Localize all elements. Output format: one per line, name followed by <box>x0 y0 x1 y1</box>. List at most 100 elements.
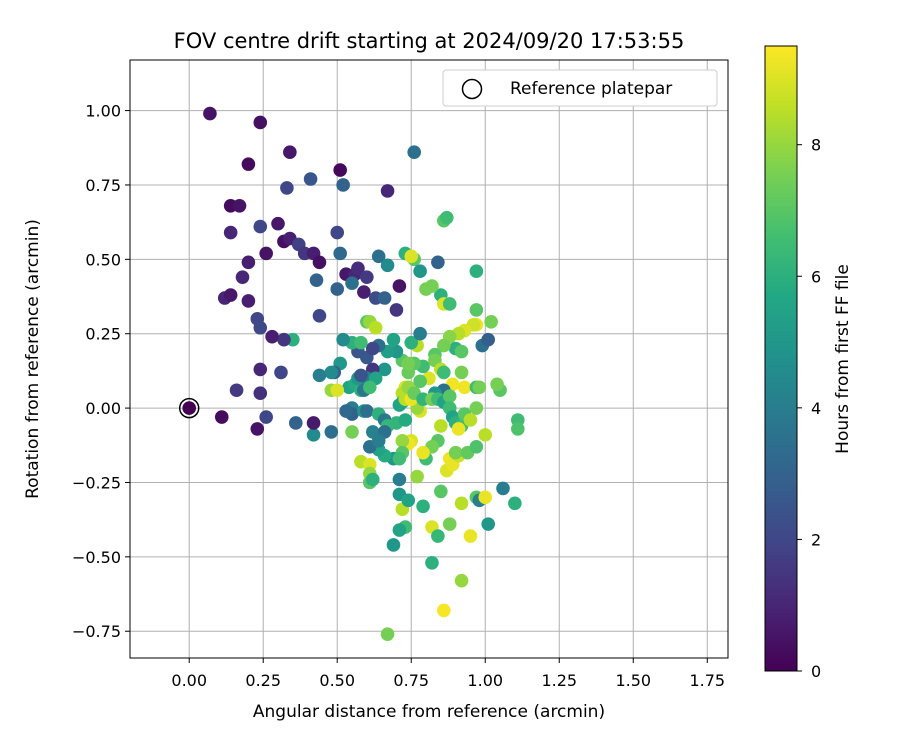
x-axis-ticks: 0.00 0.25 0.50 0.75 1.00 1.25 1.50 1.75 <box>171 658 725 690</box>
data-point <box>463 529 478 543</box>
data-point <box>416 445 430 460</box>
data-point <box>416 499 430 514</box>
y-tick-label: 0.25 <box>85 325 121 344</box>
x-tick-label: 1.50 <box>615 671 651 690</box>
colorbar-tick-label: 2 <box>811 530 821 549</box>
data-point <box>333 246 347 261</box>
data-point <box>253 320 268 335</box>
data-point <box>392 523 407 537</box>
data-point <box>354 368 368 383</box>
data-point <box>478 428 493 442</box>
data-point <box>324 365 339 380</box>
data-point <box>437 338 451 353</box>
data-point <box>377 362 392 377</box>
data-point <box>253 115 268 130</box>
data-point <box>354 335 368 350</box>
data-point <box>253 386 268 401</box>
data-point <box>241 255 256 270</box>
data-point <box>232 198 247 213</box>
data-point <box>277 332 291 347</box>
data-point <box>214 410 229 424</box>
data-point <box>439 210 454 225</box>
data-point <box>351 261 365 276</box>
data-point <box>377 291 392 305</box>
data-point <box>253 219 268 234</box>
data-point <box>484 315 498 329</box>
data-point <box>454 496 469 511</box>
data-point <box>330 282 345 296</box>
data-point <box>431 529 445 543</box>
y-axis-label: Rotation from reference (arcmin) <box>23 219 43 499</box>
data-point <box>496 481 510 496</box>
data-point <box>454 365 469 380</box>
data-point <box>345 425 359 439</box>
colorbar-tick-label: 0 <box>811 662 821 681</box>
data-point <box>490 377 504 392</box>
data-point <box>469 303 484 317</box>
data-point <box>288 416 303 430</box>
x-tick-label: 1.75 <box>689 671 725 690</box>
x-tick-label: 0.50 <box>319 671 355 690</box>
data-point <box>312 368 327 383</box>
y-tick-label: −0.50 <box>72 548 121 567</box>
grid-lines <box>130 60 728 658</box>
data-point <box>182 401 197 415</box>
y-tick-label: 0.00 <box>85 399 121 418</box>
colorbar-ticks: 0 2 4 6 8 <box>797 136 821 681</box>
x-tick-label: 1.00 <box>467 671 503 690</box>
colorbar-tick-label: 8 <box>811 136 821 155</box>
legend-marker-reference <box>461 78 483 100</box>
x-axis-label: Angular distance from reference (arcmin) <box>253 702 605 722</box>
data-point <box>386 538 401 552</box>
data-point <box>312 255 327 270</box>
y-tick-label: 0.50 <box>85 250 121 269</box>
data-point <box>271 216 285 231</box>
x-tick-label: 0.75 <box>393 671 429 690</box>
data-point <box>203 106 217 121</box>
data-point <box>312 309 327 323</box>
data-point <box>434 484 448 499</box>
data-point <box>389 303 404 317</box>
data-point <box>380 258 395 273</box>
x-tick-label: 1.25 <box>541 671 577 690</box>
data-point <box>380 184 395 198</box>
data-point <box>336 178 350 192</box>
plot-frame <box>129 59 729 659</box>
data-point <box>404 335 419 350</box>
colorbar-tick-label: 6 <box>811 267 821 286</box>
data-point <box>345 276 359 290</box>
data-point <box>330 383 345 398</box>
data-point <box>235 270 250 284</box>
data-point <box>401 356 416 371</box>
data-point <box>259 246 273 261</box>
data-point <box>250 422 265 436</box>
data-point <box>442 297 457 311</box>
data-point <box>380 627 395 641</box>
data-point <box>478 490 493 505</box>
legend: Reference platepar <box>442 69 718 107</box>
data-point <box>324 425 339 439</box>
x-tick-label: 0.25 <box>245 671 281 690</box>
data-point <box>241 157 256 171</box>
data-point <box>437 603 451 618</box>
data-point <box>425 555 439 570</box>
data-point <box>442 389 457 403</box>
colorbar-label: Hours from first FF file <box>833 264 853 454</box>
data-point <box>253 362 268 377</box>
data-point <box>454 573 469 588</box>
data-point <box>401 493 416 508</box>
data-point <box>259 410 273 424</box>
data-point <box>392 279 407 293</box>
data-point <box>511 422 525 436</box>
data-point <box>392 472 407 487</box>
data-point <box>386 332 401 347</box>
data-point <box>410 469 424 484</box>
data-point <box>404 249 419 264</box>
y-axis-ticks: −0.75 −0.50 −0.25 0.00 0.25 0.50 0.75 1.00 <box>72 102 130 641</box>
data-point <box>481 517 496 531</box>
legend-entry-reference: Reference platepar <box>510 79 672 99</box>
data-point <box>448 445 463 460</box>
y-tick-label: 0.75 <box>85 176 121 195</box>
data-point <box>360 404 374 418</box>
